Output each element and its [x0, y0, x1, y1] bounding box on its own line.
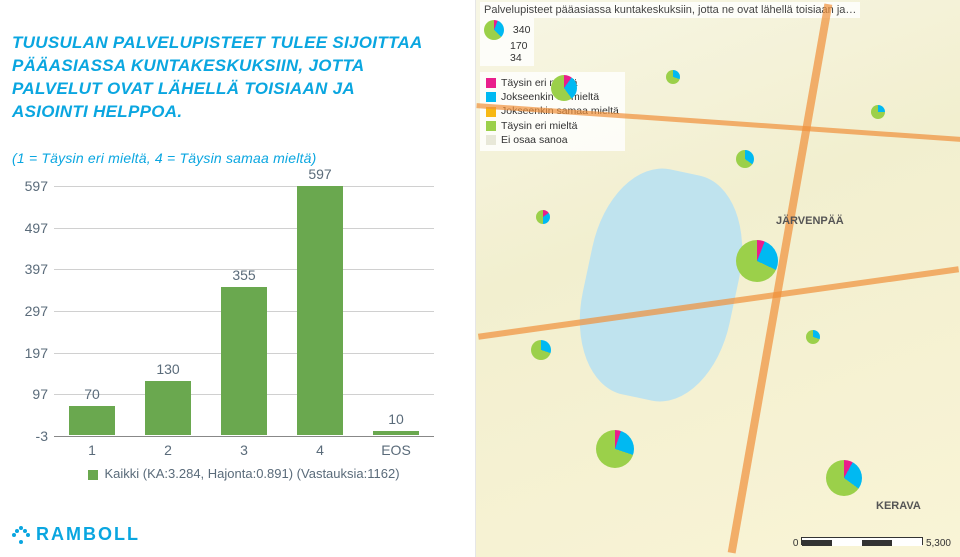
bar — [69, 406, 115, 435]
map-pie-legend: 340 170 34 — [480, 18, 534, 66]
grid-line — [54, 186, 434, 187]
map-legend-item: Täysin eri mieltä — [486, 119, 619, 133]
pie-marker — [551, 75, 577, 101]
bar-value-label: 130 — [138, 361, 198, 377]
y-tick-label: 297 — [12, 303, 48, 319]
legend-swatch — [486, 121, 496, 131]
title-line-4: ASIOINTI HELPPOA. — [12, 102, 182, 121]
y-tick-label: 197 — [12, 345, 48, 361]
legend-text: Kaikki (KA:3.284, Hajonta:0.891) (Vastau… — [104, 466, 399, 481]
y-tick-label: 597 — [12, 178, 48, 194]
pie-marker — [666, 70, 680, 84]
x-tick-label: EOS — [381, 442, 411, 458]
scale-min: 0 — [793, 538, 799, 549]
pie-marker — [536, 210, 550, 224]
scale-max: 5,300 — [926, 538, 951, 549]
x-tick-label: 3 — [240, 442, 248, 458]
pie-count-2: 34 — [510, 52, 522, 64]
pie-marker — [826, 460, 862, 496]
y-tick-label: 97 — [12, 386, 48, 402]
title-line-3: PALVELUT OVAT LÄHELLÄ TOISIAAN JA — [12, 79, 355, 98]
title-line-2: PÄÄASIASSA KUNTAKESKUKSIIN, JOTTA — [12, 56, 364, 75]
map-panel: Palvelupisteet pääasiassa kuntakeskuksii… — [475, 0, 960, 557]
bar — [297, 186, 343, 435]
pie-marker — [736, 240, 778, 282]
legend-swatch — [486, 92, 496, 102]
legend-label: Ei osaa sanoa — [501, 134, 568, 146]
plot-area: -3971972973974975977013035559710 — [54, 186, 434, 437]
bar-value-label: 355 — [214, 267, 274, 283]
legend-swatch — [88, 470, 98, 480]
x-tick-label: 2 — [164, 442, 172, 458]
pie-icon — [484, 20, 504, 40]
map-legend-item: Ei osaa sanoa — [486, 133, 619, 147]
pie-marker — [871, 105, 885, 119]
logo-icon — [12, 526, 30, 544]
x-tick-label: 1 — [88, 442, 96, 458]
x-tick-label: 4 — [316, 442, 324, 458]
y-tick-label: 397 — [12, 261, 48, 277]
ramboll-logo: RAMBOLL — [12, 524, 140, 545]
chart-subtitle: (1 = Täysin eri mieltä, 4 = Täysin samaa… — [12, 150, 452, 166]
scale-bar: 0 5,300 — [793, 537, 951, 549]
bar — [145, 381, 191, 435]
legend-label: Jokseenkin eri mieltä — [501, 91, 599, 103]
legend-swatch — [486, 135, 496, 145]
road-shape — [728, 4, 833, 554]
bar-value-label: 597 — [290, 166, 350, 182]
bar-value-label: 70 — [62, 386, 122, 402]
page-title: TUUSULAN PALVELUPISTEET TULEE SIJOITTAA … — [12, 32, 462, 124]
pie-marker — [806, 330, 820, 344]
y-tick-label: 497 — [12, 220, 48, 236]
grid-line — [54, 228, 434, 229]
pie-count-1: 170 — [510, 40, 528, 52]
lake-shape — [564, 157, 759, 413]
place-label-jarvenpaa: JÄRVENPÄÄ — [776, 215, 844, 227]
title-line-1: TUUSULAN PALVELUPISTEET TULEE SIJOITTAA — [12, 33, 423, 52]
bar — [221, 287, 267, 435]
pie-count-0: 340 — [513, 24, 531, 36]
legend-swatch — [486, 78, 496, 88]
logo-text: RAMBOLL — [36, 524, 140, 545]
y-tick-label: -3 — [12, 428, 48, 444]
place-label-kerava: KERAVA — [876, 500, 921, 512]
pie-marker — [531, 340, 551, 360]
chart-legend: Kaikki (KA:3.284, Hajonta:0.891) (Vastau… — [54, 466, 434, 481]
x-axis: 1 2 3 4 EOS — [54, 442, 434, 462]
bar-chart: -3971972973974975977013035559710 1234EOS… — [12, 186, 452, 486]
pie-marker — [736, 150, 754, 168]
bar — [373, 431, 419, 435]
pie-marker — [596, 430, 634, 468]
bar-value-label: 10 — [366, 411, 426, 427]
map-caption: Palvelupisteet pääasiassa kuntakeskuksii… — [480, 2, 860, 18]
legend-label: Täysin eri mieltä — [501, 120, 577, 132]
